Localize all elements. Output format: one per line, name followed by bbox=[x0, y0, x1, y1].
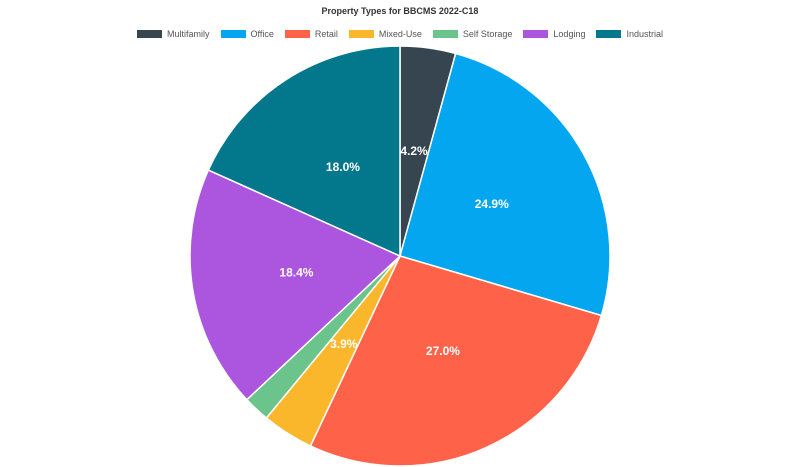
legend-swatch bbox=[348, 30, 374, 38]
legend-swatch bbox=[284, 30, 310, 38]
slice-label-lodging: 18.4% bbox=[279, 266, 313, 280]
legend-label: Multifamily bbox=[167, 29, 210, 39]
chart-title: Property Types for BBCMS 2022-C18 bbox=[321, 6, 479, 16]
legend-item-self-storage[interactable]: Self Storage bbox=[432, 29, 513, 39]
legend-item-lodging[interactable]: Lodging bbox=[523, 29, 585, 39]
slice-label-multifamily: 4.2% bbox=[400, 144, 428, 158]
legend-label: Mixed-Use bbox=[378, 29, 422, 39]
legend-swatch bbox=[432, 30, 458, 38]
legend-item-office[interactable]: Office bbox=[220, 29, 274, 39]
legend-label: Retail bbox=[314, 29, 338, 39]
pie-slice-retail[interactable] bbox=[309, 255, 603, 467]
slice-label-retail: 27.0% bbox=[426, 344, 460, 358]
legend-item-industrial[interactable]: Industrial bbox=[596, 29, 663, 39]
legend-swatch bbox=[137, 30, 162, 38]
legend-swatch bbox=[596, 30, 622, 38]
legend-item-mixed-use[interactable]: Mixed-Use bbox=[348, 29, 422, 39]
legend-item-retail[interactable]: Retail bbox=[284, 29, 338, 39]
slice-label-office: 24.9% bbox=[475, 197, 509, 211]
chart-legend: Multifamily Office Retail Mixed-Use Self… bbox=[0, 28, 800, 40]
legend-swatch bbox=[220, 30, 246, 38]
legend-label: Self Storage bbox=[462, 29, 513, 39]
pie-slice-office[interactable] bbox=[399, 52, 611, 317]
legend-label: Industrial bbox=[626, 29, 663, 39]
slice-label-mixed-use: 3.9% bbox=[330, 337, 358, 351]
legend-item-multifamily[interactable]: Multifamily bbox=[137, 29, 210, 39]
pie-slice-industrial[interactable] bbox=[207, 45, 401, 258]
pie-slice-lodging[interactable] bbox=[189, 169, 402, 401]
legend-label: Office bbox=[250, 29, 274, 39]
slice-label-industrial: 18.0% bbox=[326, 160, 360, 174]
legend-swatch bbox=[523, 30, 549, 38]
legend-label: Lodging bbox=[553, 29, 586, 39]
